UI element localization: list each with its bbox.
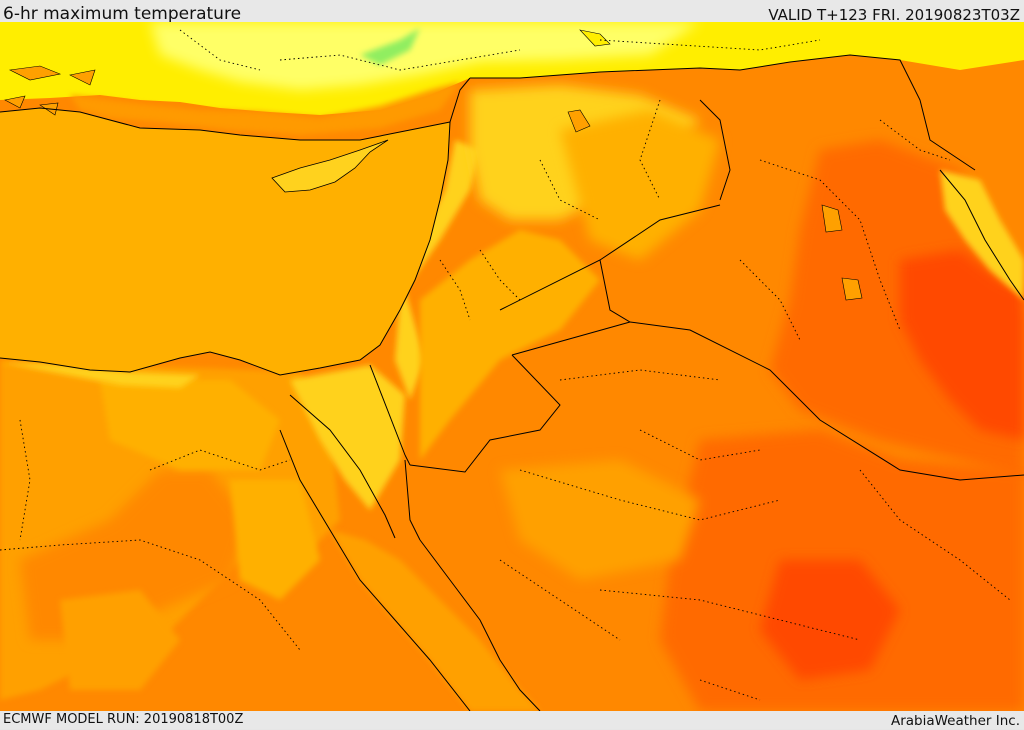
coastlines bbox=[0, 77, 1024, 711]
map-title: 6-hr maximum temperature bbox=[3, 4, 242, 24]
credit-label: ArabiaWeather Inc. bbox=[890, 713, 1020, 729]
model-run-label: ECMWF MODEL RUN: 20190818T00Z bbox=[3, 712, 244, 727]
turkey-green-spot bbox=[360, 28, 420, 65]
turkey-coast-orange bbox=[70, 82, 460, 135]
saudi-red-patch bbox=[760, 560, 900, 680]
temperature-map bbox=[0, 22, 1024, 711]
syria-amber bbox=[560, 110, 720, 260]
egypt-yellow-coast bbox=[0, 362, 200, 388]
iraq-lake-1 bbox=[821, 204, 843, 233]
egypt-patch-2 bbox=[230, 480, 320, 600]
aegean-islands bbox=[4, 65, 96, 116]
header-bar: 6-hr maximum temperature VALID T+123 FRI… bbox=[0, 0, 1024, 24]
turkey-pale bbox=[150, 22, 700, 90]
iraq-red bbox=[900, 250, 1024, 440]
levant-coast-yellow bbox=[395, 140, 480, 400]
cyprus-island bbox=[271, 139, 389, 193]
footer-bar: ECMWF MODEL RUN: 20190818T00Z ArabiaWeat… bbox=[0, 711, 1024, 729]
country-borders bbox=[369, 54, 1024, 481]
mediterranean-sea bbox=[0, 108, 450, 375]
red-sea bbox=[330, 530, 540, 711]
egypt-orange-patch bbox=[20, 470, 250, 640]
sinai-yellow bbox=[290, 365, 405, 510]
valid-time-label: VALID T+123 FRI. 20190823T03Z bbox=[768, 6, 1020, 24]
egypt-patch-3 bbox=[60, 590, 180, 690]
iraq-lake-2 bbox=[841, 277, 863, 301]
levant-light bbox=[420, 230, 600, 460]
admin-borders bbox=[0, 29, 1011, 701]
lake-tuz bbox=[579, 29, 611, 47]
lake-assad bbox=[567, 109, 591, 133]
egypt-pale-patch bbox=[100, 380, 280, 470]
saudi-orange-light bbox=[500, 460, 700, 580]
